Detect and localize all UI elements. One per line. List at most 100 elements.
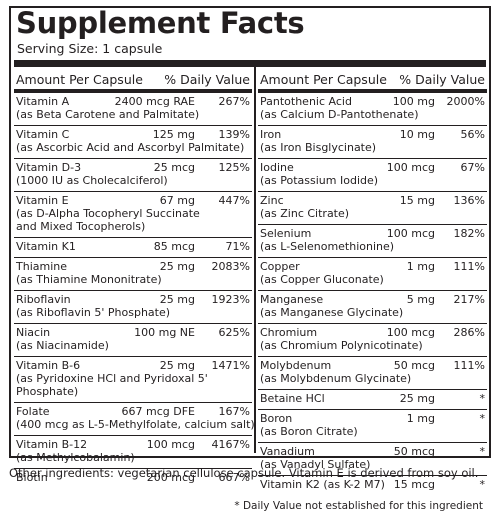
other-ingredients: Other ingredients: vegetarian cellulose … [9,466,479,480]
nutrient-row: Biotin 200 mcg 667% [14,469,252,489]
nutrient-row: Folate 667 mcg DFE 167% (400 mcg as L-5-Met… [14,403,255,436]
nutrient-name: Niacin [16,326,51,339]
nutrient-daily-value: * [479,445,486,458]
nutrient-row: Copper 1 mg 111% (as Copper Gluconate) [258,258,487,291]
nutrient-daily-value: 2000% [446,95,485,108]
nutrient-name: Biotin [16,471,48,484]
nutrient-name: Vitamin B-6 [16,359,81,372]
nutrient-daily-value: 217% [453,293,485,306]
nutrient-name: Selenium [260,227,312,240]
nutrient-amount: 100 mg [392,95,435,108]
nutrient-amount: 25 mg [159,293,195,306]
nutrient-source: (as Potassium Iodide) [260,174,379,187]
thick-divider [14,60,486,67]
nutrient-daily-value: 111% [453,260,485,273]
nutrient-source-continued: Phosphate) [16,385,79,398]
right-column-header: Amount Per Capsule % Daily Value [258,70,487,88]
nutrient-name: Vitamin C [16,128,70,141]
nutrient-amount: 100 mcg [146,438,195,451]
nutrient-amount: 50 mcg [393,359,435,372]
nutrient-row: Vitamin B-6 25 mg 1471% (as Pyridoxine HCl … [14,357,252,403]
nutrient-name: Vitamin A [16,95,70,108]
nutrient-source: (as Pyridoxine HCl and Pyridoxal 5' [16,372,208,385]
nutrient-row: Vitamin B-12 100 mcg 4167% (as Methylcobala… [14,436,252,469]
nutrient-daily-value: 71% [225,240,250,253]
nutrient-source-continued: and Mixed Tocopherols) [16,220,146,233]
nutrient-daily-value: 1471% [211,359,250,372]
nutrient-daily-value: * [479,392,486,405]
nutrient-name: Chromium [260,326,318,339]
nutrient-amount: 125 mg [152,128,195,141]
footnote: * Daily Value not established for this i… [234,498,487,514]
nutrient-source: (as Calcium D-Pantothenate) [260,108,419,121]
supplement-facts-panel: Supplement Facts Serving Size: 1 capsule… [9,6,491,512]
nutrient-row: Vanadium 50 mcg * (as Vanadyl Sulfate) [258,443,487,476]
nutrient-name: Betaine HCl [260,392,325,405]
nutrient-amount: 200 mcg [146,471,195,484]
nutrient-amount: 2400 mcg RAE [114,95,195,108]
nutrient-source: (as Niacinamide) [16,339,109,352]
nutrient-amount: 100 mcg [386,326,435,339]
nutrient-row: Vitamin A 2400 mcg RAE 267% (as Beta Carote… [14,93,252,126]
nutrient-name: Copper [260,260,300,273]
nutrient-daily-value: 125% [218,161,250,174]
nutrient-source: (as Beta Carotene and Palmitate) [16,108,200,121]
nutrient-row: Vitamin C 125 mg 139% (as Ascorbic Acid and… [14,126,252,159]
column-divider [254,67,256,453]
nutrient-source: (400 mcg as L-5-Methylfolate, calcium sa… [16,418,255,431]
nutrient-amount: 1 mg [406,260,435,273]
serving-size: Serving Size: 1 capsule [17,41,163,56]
nutrient-source: (as L-Selenomethionine) [260,240,395,253]
daily-value-heading: % Daily Value [399,72,485,87]
nutrient-name: Vanadium [260,445,315,458]
nutrient-name: Boron [260,412,293,425]
nutrient-amount: 667 mcg DFE [121,405,195,418]
nutrient-row: Chromium 100 mcg 286% (as Chromium Polynico… [258,324,487,357]
nutrient-daily-value: 2083% [211,260,250,273]
nutrient-source: (as Molybdenum Glycinate) [260,372,412,385]
nutrient-list-right: Pantothenic Acid 100 mg 2000% (as Calcium D… [258,93,487,498]
nutrient-amount: 15 mg [399,194,435,207]
nutrient-amount: 50 mcg [393,445,435,458]
nutrient-name: Manganese [260,293,324,306]
nutrient-name: Thiamine [16,260,67,273]
nutrient-source: (as Methylcobalamin) [16,451,135,464]
nutrient-amount: 100 mcg [386,161,435,174]
daily-value-heading: % Daily Value [164,72,250,87]
nutrient-daily-value: 447% [218,194,250,207]
nutrient-row: Manganese 5 mg 217% (as Manganese Glycinate… [258,291,487,324]
nutrient-daily-value: 167% [218,405,250,418]
nutrient-row: Zinc 15 mg 136% (as Zinc Citrate) [258,192,487,225]
nutrient-amount: 25 mg [159,359,195,372]
nutrient-daily-value: 267% [218,95,250,108]
nutrient-row: Iron 10 mg 56% (as Iron Bisglycinate) [258,126,487,159]
nutrient-daily-value: 56% [460,128,485,141]
nutrient-source: (1000 IU as Cholecalciferol) [16,174,168,187]
nutrient-name: Folate [16,405,50,418]
right-column: Amount Per Capsule % Daily Value Pantoth… [234,70,487,514]
nutrient-source: (as Chromium Polynicotinate) [260,339,423,352]
nutrient-daily-value: 4167% [211,438,250,451]
nutrient-name: Vitamin D-3 [16,161,82,174]
amount-per-heading: Amount Per Capsule [16,72,143,87]
nutrient-row: Vitamin E 67 mg 447% (as D-Alpha Tocopheryl… [14,192,252,238]
nutrient-row: Molybdenum 50 mcg 111% (as Molybdenum Glyci… [258,357,487,390]
left-column-header: Amount Per Capsule % Daily Value [14,70,252,88]
nutrient-source: (as Riboflavin 5' Phosphate) [16,306,171,319]
nutrient-row: Pantothenic Acid 100 mg 2000% (as Calcium D… [258,93,487,126]
nutrient-amount: 5 mg [406,293,435,306]
nutrient-row: Vitamin K1 85 mcg 71% [14,238,252,258]
nutrient-daily-value: 67% [460,161,485,174]
footnote-text: * Daily Value not established for this i… [234,500,483,512]
left-column: Amount Per Capsule % Daily Value Vitamin… [14,70,255,489]
header-divider [14,89,252,93]
nutrient-daily-value: * [479,412,486,425]
nutrient-row: Iodine 100 mcg 67% (as Potassium Iodide) [258,159,487,192]
nutrient-source: (as Boron Citrate) [260,425,358,438]
amount-per-heading: Amount Per Capsule [260,72,387,87]
nutrient-daily-value: 625% [218,326,250,339]
nutrient-row: Betaine HCl 25 mg * [258,390,487,410]
nutrient-name: Vitamin E [16,194,69,207]
nutrient-amount: 85 mcg [153,240,195,253]
nutrient-source: (as Zinc Citrate) [260,207,350,220]
